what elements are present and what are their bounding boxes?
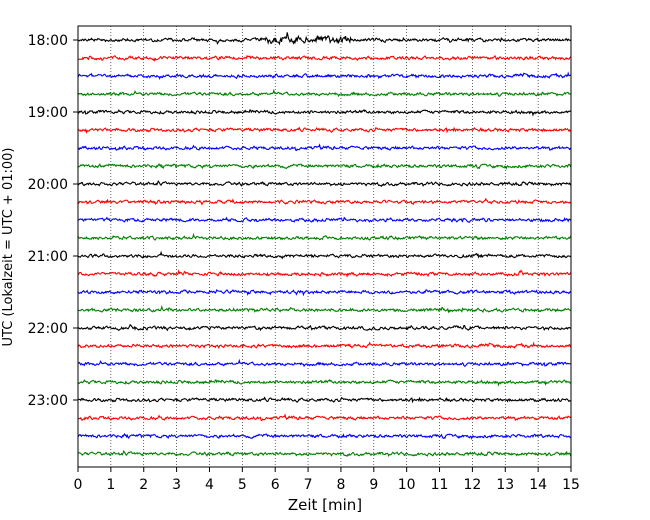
y-tick-label: 21:00 <box>28 249 68 265</box>
x-tick-label: 0 <box>74 477 83 493</box>
y-axis-label: UTC (Lokalzeit = UTC + 01:00) <box>1 148 16 347</box>
trace-2030 <box>77 216 572 223</box>
trace-2115 <box>77 269 572 278</box>
trace-2100 <box>77 250 572 260</box>
trace-2315 <box>77 413 572 422</box>
x-tick-label: 7 <box>304 477 313 493</box>
x-tick-label: 4 <box>205 477 214 493</box>
x-tick-label: 9 <box>369 477 378 493</box>
x-tick-label: 3 <box>172 477 181 493</box>
trace-2245 <box>77 378 572 387</box>
x-tick-label: 15 <box>562 477 580 493</box>
trace-2000 <box>77 179 572 187</box>
y-axis-ticks: 18:00 19:00 20:00 21:00 22:00 23:00 <box>28 33 78 409</box>
x-tick-label: 10 <box>398 477 416 493</box>
trace-1900 <box>77 108 572 117</box>
trace-1945 <box>77 163 572 170</box>
trace-2045 <box>77 232 572 241</box>
x-tick-label: 13 <box>496 477 514 493</box>
trace-1845 <box>77 88 572 98</box>
y-tick-label: 20:00 <box>28 177 68 193</box>
x-tick-label: 11 <box>431 477 449 493</box>
trace-1930 <box>77 143 572 152</box>
trace-1800 <box>77 32 572 46</box>
trace-2345 <box>77 449 572 457</box>
trace-2200 <box>77 323 572 332</box>
trace-2130 <box>77 288 572 297</box>
x-tick-label: 12 <box>463 477 481 493</box>
trace-2215 <box>77 341 572 349</box>
x-axis-ticks: 0 1 2 3 4 5 6 7 8 9 10 11 12 13 14 15 <box>74 467 580 493</box>
trace-2145 <box>77 304 572 314</box>
y-tick-label: 23:00 <box>28 393 68 409</box>
x-tick-label: 6 <box>271 477 280 493</box>
trace-1915 <box>77 126 572 134</box>
trace-2015 <box>77 197 572 206</box>
x-tick-label: 8 <box>336 477 345 493</box>
x-tick-label: 14 <box>529 477 547 493</box>
y-tick-label: 18:00 <box>28 33 68 49</box>
x-tick-label: 2 <box>139 477 148 493</box>
trace-2330 <box>77 433 572 440</box>
y-tick-label: 19:00 <box>28 105 68 121</box>
trace-group <box>77 32 572 457</box>
trace-1830 <box>77 71 572 80</box>
x-tick-label: 5 <box>238 477 247 493</box>
x-tick-label: 1 <box>106 477 115 493</box>
y-tick-label: 22:00 <box>28 321 68 337</box>
x-axis-label: Zeit [min] <box>288 496 362 514</box>
trace-2230 <box>77 358 572 368</box>
plot-frame <box>77 25 572 468</box>
trace-1815 <box>77 54 572 62</box>
trace-2300 <box>77 396 572 404</box>
